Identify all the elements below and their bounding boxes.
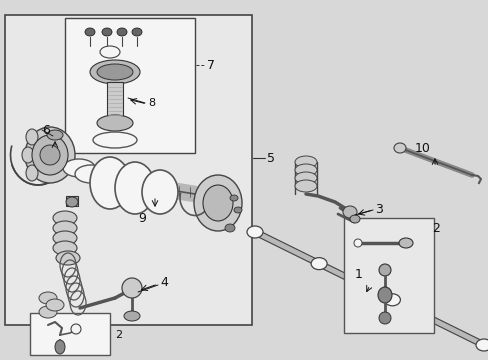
Ellipse shape xyxy=(353,239,361,247)
Ellipse shape xyxy=(90,60,140,84)
Ellipse shape xyxy=(294,164,316,176)
Ellipse shape xyxy=(40,145,60,165)
Ellipse shape xyxy=(90,157,130,209)
Ellipse shape xyxy=(194,175,242,231)
Text: 2: 2 xyxy=(431,221,439,234)
Ellipse shape xyxy=(384,294,400,306)
Ellipse shape xyxy=(32,135,68,175)
Bar xyxy=(66,196,78,206)
Ellipse shape xyxy=(55,340,65,354)
Ellipse shape xyxy=(39,306,57,318)
Text: 3: 3 xyxy=(374,202,382,216)
Ellipse shape xyxy=(56,251,80,265)
Ellipse shape xyxy=(132,28,142,36)
Text: 5: 5 xyxy=(266,152,274,165)
Ellipse shape xyxy=(100,46,120,58)
Ellipse shape xyxy=(39,292,57,304)
Ellipse shape xyxy=(63,159,95,177)
Ellipse shape xyxy=(97,64,133,80)
Ellipse shape xyxy=(310,258,326,270)
Ellipse shape xyxy=(26,165,38,181)
Ellipse shape xyxy=(53,221,77,235)
Ellipse shape xyxy=(53,241,77,255)
Ellipse shape xyxy=(85,28,95,36)
Text: 4: 4 xyxy=(160,276,167,289)
Text: 6: 6 xyxy=(42,123,50,136)
Text: 2: 2 xyxy=(115,330,122,340)
Ellipse shape xyxy=(378,264,390,276)
Ellipse shape xyxy=(102,28,112,36)
Text: 8: 8 xyxy=(148,98,155,108)
Ellipse shape xyxy=(124,311,140,321)
Ellipse shape xyxy=(475,339,488,351)
Ellipse shape xyxy=(142,170,178,214)
Ellipse shape xyxy=(122,278,142,298)
Ellipse shape xyxy=(294,180,316,192)
Ellipse shape xyxy=(75,165,107,183)
Ellipse shape xyxy=(22,147,34,163)
Ellipse shape xyxy=(53,231,77,245)
Ellipse shape xyxy=(97,115,133,131)
Ellipse shape xyxy=(71,324,81,334)
Ellipse shape xyxy=(203,185,232,221)
Ellipse shape xyxy=(234,207,242,213)
Bar xyxy=(343,218,433,333)
Bar xyxy=(30,313,110,355)
Ellipse shape xyxy=(25,127,75,183)
Ellipse shape xyxy=(294,156,316,168)
Ellipse shape xyxy=(378,312,390,324)
Ellipse shape xyxy=(229,195,238,201)
Text: 1: 1 xyxy=(354,269,362,282)
Text: 10: 10 xyxy=(414,141,430,154)
Ellipse shape xyxy=(115,162,155,214)
Ellipse shape xyxy=(26,129,38,145)
Ellipse shape xyxy=(47,130,63,140)
Ellipse shape xyxy=(398,238,412,248)
Ellipse shape xyxy=(224,224,235,232)
Ellipse shape xyxy=(294,172,316,184)
Ellipse shape xyxy=(46,299,64,311)
Bar xyxy=(107,82,123,122)
Text: 7: 7 xyxy=(206,59,215,72)
Ellipse shape xyxy=(66,197,78,207)
Bar xyxy=(65,18,195,153)
Ellipse shape xyxy=(349,215,359,223)
Bar xyxy=(5,15,251,325)
Ellipse shape xyxy=(393,143,405,153)
Ellipse shape xyxy=(117,28,127,36)
Ellipse shape xyxy=(377,287,391,303)
Ellipse shape xyxy=(342,206,356,218)
Ellipse shape xyxy=(246,226,263,238)
Text: 9: 9 xyxy=(138,212,145,225)
Ellipse shape xyxy=(53,211,77,225)
